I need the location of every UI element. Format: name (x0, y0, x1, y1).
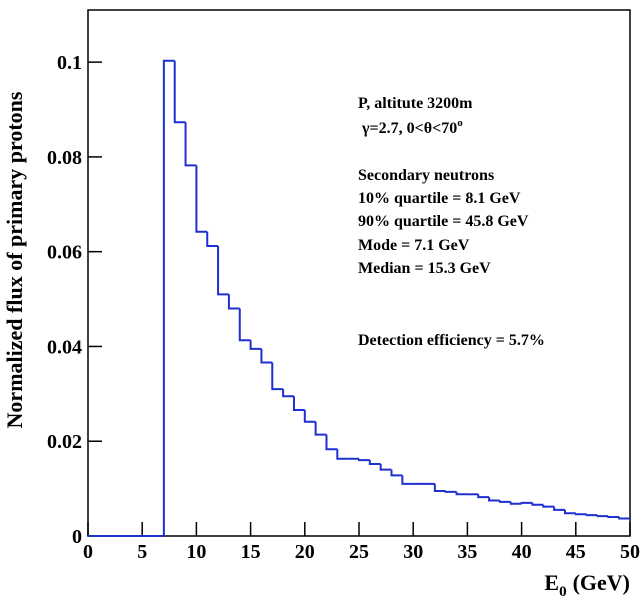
annotation: 90% quartile = 45.8 GeV (358, 213, 529, 230)
annotation: 10% quartile = 8.1 GeV (358, 190, 521, 207)
histogram-bin (217, 245, 229, 296)
histogram-bin (520, 501, 533, 504)
histogram-bin (531, 502, 544, 506)
histogram-bin (282, 389, 294, 398)
y-tick-label: 0.1 (57, 52, 82, 74)
x-tick-label: 25 (349, 541, 369, 563)
annotations: P, altitute 3200m γ=2.7, 0<θ<70o Seconda… (358, 95, 545, 349)
annotation: P, altitute 3200m (358, 95, 473, 112)
annotation: γ=2.7, 0<θ<70o (361, 117, 463, 137)
x-tick-label: 45 (566, 541, 586, 563)
annotation: Median = 15.3 GeV (358, 260, 491, 277)
x-tick-label: 5 (137, 541, 147, 563)
angle-note: γ=2.7, 0<θ<70 (361, 120, 457, 137)
histogram-bin (585, 514, 598, 517)
histogram-bin (368, 460, 381, 465)
histogram-bin (477, 494, 490, 499)
x-label-main: E (544, 570, 559, 595)
y-tick-label: 0.08 (47, 147, 82, 169)
histogram-bin (379, 463, 392, 471)
histogram-bin (455, 491, 468, 496)
annotation: Mode = 7.1 GeV (358, 237, 470, 254)
histogram-bin (488, 497, 500, 502)
histogram-bin (184, 122, 197, 167)
histogram-bin (596, 515, 609, 518)
histogram-bin (401, 475, 414, 485)
histogram-bin (238, 308, 251, 342)
histogram-bin (173, 60, 186, 124)
histogram-bin (444, 490, 457, 493)
y-tick-label: 0.02 (47, 431, 82, 453)
histogram-bin (271, 362, 284, 391)
x-label-sub: 0 (559, 584, 567, 600)
y-axis-label: Normalized flux of primary protons (2, 91, 27, 428)
histogram-bin (336, 449, 349, 460)
annotation: Secondary neutrons (358, 167, 494, 184)
histogram-bin (509, 501, 522, 505)
x-tick-label: 0 (83, 541, 93, 563)
histogram-bin (260, 348, 273, 364)
y-tick-label: 0.06 (47, 242, 82, 264)
y-tick-label: 0 (72, 526, 82, 548)
x-tick-label: 40 (512, 541, 532, 563)
annotation: Detection efficiency = 5.7% (358, 332, 545, 349)
histogram-bin (542, 504, 555, 508)
histogram-bin (303, 409, 316, 423)
y-tick-label: 0.04 (47, 336, 82, 358)
histogram-bin (390, 469, 403, 477)
histogram-bin (227, 294, 240, 310)
histogram-bin (314, 421, 327, 436)
x-label-unit: (GeV) (573, 570, 630, 595)
histogram-bin (498, 500, 511, 503)
x-tick-label: 30 (403, 541, 423, 563)
histogram-bin (574, 513, 587, 516)
histogram-bin (292, 396, 305, 411)
x-axis-label: E0 (GeV) (544, 570, 630, 600)
histogram-bin (607, 516, 620, 519)
histogram-bin (206, 231, 219, 247)
histogram-bin (433, 483, 446, 492)
histogram-bin (618, 517, 630, 520)
histogram-bin (162, 59, 175, 536)
histogram-bin (325, 434, 338, 451)
x-tick-label: 35 (457, 541, 477, 563)
x-tick-label: 10 (186, 541, 206, 563)
histogram-bin (563, 509, 576, 515)
histogram-bin (553, 506, 565, 511)
x-tick-label: 15 (241, 541, 261, 563)
histogram-bin (195, 165, 208, 233)
angle-note-sup: o (457, 117, 463, 129)
x-tick-label: 50 (620, 541, 640, 563)
histogram-bin (249, 340, 262, 350)
histogram-bin (358, 458, 370, 462)
x-tick-label: 20 (295, 541, 315, 563)
